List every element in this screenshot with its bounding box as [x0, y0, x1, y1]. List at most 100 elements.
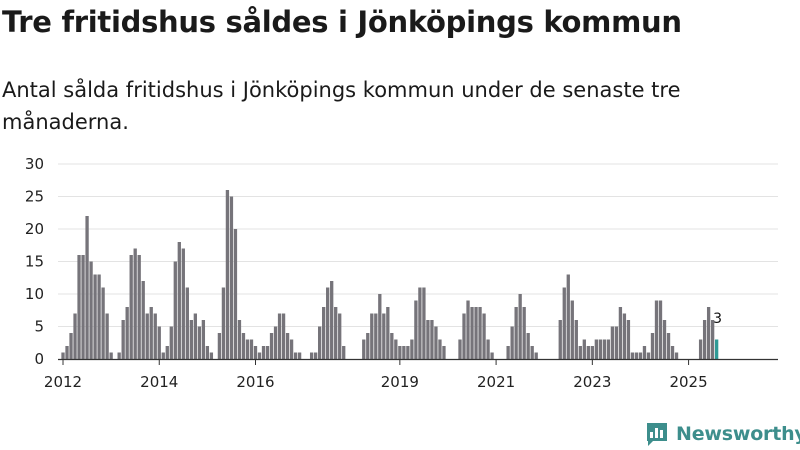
bar	[398, 346, 402, 359]
bar	[526, 333, 530, 359]
bar	[313, 352, 318, 359]
bar	[702, 320, 707, 359]
y-tick-label: 25	[25, 188, 44, 206]
bar	[662, 320, 667, 359]
bar	[710, 320, 715, 359]
bar	[626, 320, 631, 359]
y-tick-label: 0	[34, 350, 44, 368]
bar	[173, 261, 177, 359]
bar	[606, 339, 611, 359]
bar	[334, 307, 338, 359]
bar	[205, 346, 210, 359]
bar	[326, 287, 330, 359]
bar	[309, 352, 314, 359]
bar	[642, 346, 647, 359]
bar	[233, 229, 238, 359]
bar	[422, 287, 426, 359]
chart-title: Tre fritidshus såldes i Jönköpings kommu…	[2, 5, 682, 39]
bar	[366, 333, 370, 359]
bar	[93, 274, 97, 359]
bar	[378, 294, 382, 359]
x-tick-label: 2012	[44, 373, 82, 391]
bar	[61, 352, 65, 359]
bar	[193, 313, 197, 359]
bar	[410, 339, 414, 359]
bar	[161, 352, 165, 359]
y-tick-label: 20	[25, 220, 44, 238]
bar	[506, 346, 510, 359]
bar	[578, 346, 582, 359]
bar	[77, 255, 81, 359]
bar	[269, 333, 274, 359]
y-tick-label: 5	[34, 318, 44, 336]
bar	[229, 196, 234, 359]
bar	[618, 307, 623, 359]
y-tick-label: 10	[25, 285, 44, 303]
bar	[121, 320, 125, 359]
bar	[478, 307, 482, 359]
bar	[706, 307, 711, 359]
bar	[322, 307, 326, 359]
bar-highlight	[714, 339, 719, 359]
bar	[145, 313, 149, 359]
newsworthy-logo: Newsworthy	[645, 419, 800, 449]
bar	[534, 352, 538, 359]
bar	[582, 339, 586, 359]
bar	[650, 333, 655, 359]
x-tick-label: 2019	[381, 373, 419, 391]
bar	[438, 339, 442, 359]
bar	[666, 333, 671, 359]
bar	[374, 313, 378, 359]
bar	[221, 287, 226, 359]
bar	[458, 339, 462, 359]
bar	[370, 313, 374, 359]
bar	[418, 287, 422, 359]
bar	[201, 320, 206, 359]
bar	[330, 281, 334, 359]
bar	[297, 352, 302, 359]
bar	[510, 326, 514, 359]
bar	[394, 339, 398, 359]
bar	[386, 307, 390, 359]
bar	[249, 339, 254, 359]
bar	[89, 261, 93, 359]
bar	[482, 313, 486, 359]
bar	[634, 352, 639, 359]
bar	[245, 339, 250, 359]
bar	[318, 326, 322, 359]
bar	[598, 339, 603, 359]
bar	[338, 313, 342, 359]
brand-name: Newsworthy	[676, 423, 800, 445]
bar	[602, 339, 607, 359]
bar	[434, 326, 438, 359]
bar	[646, 352, 651, 359]
bar	[153, 313, 157, 359]
bar	[670, 346, 675, 359]
bar	[289, 339, 294, 359]
bar	[253, 346, 258, 359]
bar	[630, 352, 635, 359]
bar	[558, 320, 562, 359]
highlight-value-label: 3	[713, 311, 722, 327]
bar	[73, 313, 77, 359]
bar	[674, 352, 679, 359]
x-tick-label: 2014	[140, 373, 178, 391]
bar	[522, 307, 526, 359]
bar	[658, 300, 663, 359]
bar	[622, 313, 627, 359]
bar	[462, 313, 466, 359]
bar	[406, 346, 410, 359]
bar	[414, 300, 418, 359]
bar	[442, 346, 446, 359]
x-tick-label: 2025	[669, 373, 707, 391]
bar	[69, 333, 73, 359]
bar	[137, 255, 141, 359]
chart-subtitle: Antal sålda fritidshus i Jönköpings komm…	[2, 78, 681, 134]
bar	[225, 190, 230, 359]
y-tick-label: 30	[25, 155, 44, 173]
bar	[698, 339, 703, 359]
newsworthy-chart-icon	[647, 423, 667, 446]
bar	[261, 346, 266, 359]
grid-lines	[58, 163, 778, 327]
bar	[141, 281, 145, 359]
